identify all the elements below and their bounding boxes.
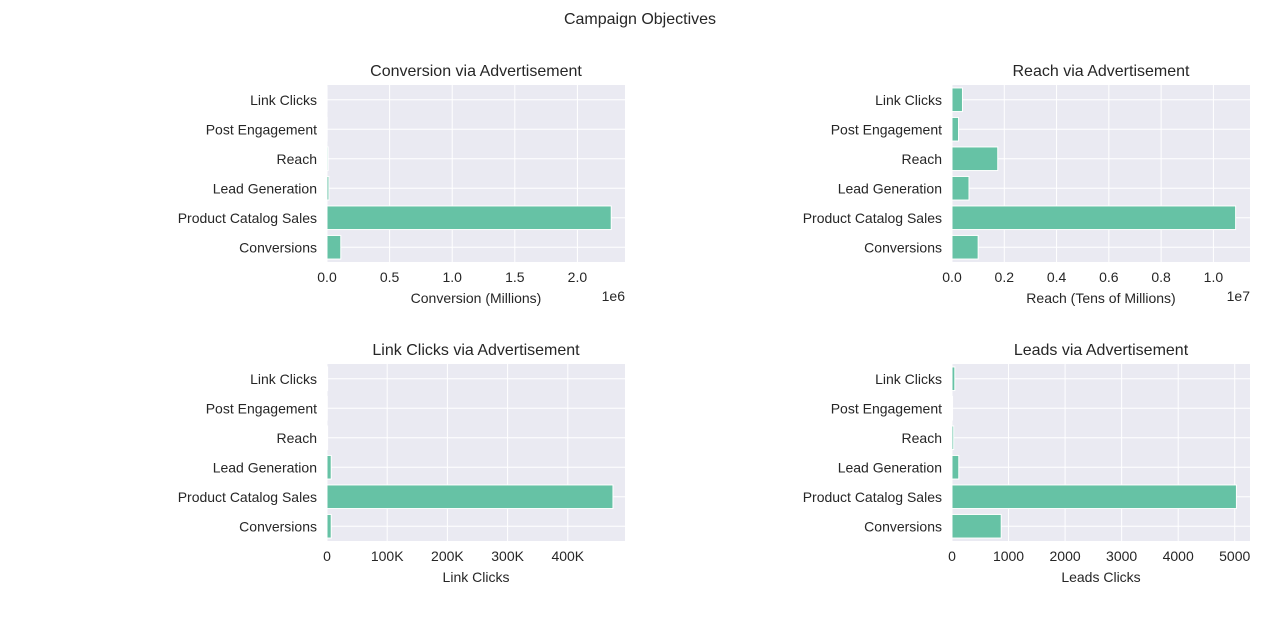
chart-4-bar: [951, 366, 956, 392]
chart-4-category-label: Conversions: [864, 518, 942, 534]
chart-4-xtick-label: 2000: [1050, 548, 1081, 564]
chart-3-xtick-label: 100K: [371, 548, 404, 564]
chart-1-bar: [326, 175, 330, 201]
chart-3-xtick-label: 400K: [551, 548, 584, 564]
chart-4-plot-area: [952, 364, 1250, 541]
chart-4-xlabel: Leads Clicks: [1061, 569, 1140, 585]
chart-1-bar: [326, 205, 612, 231]
chart-1-title: Conversion via Advertisement: [370, 63, 582, 80]
chart-2-bar: [951, 205, 1237, 231]
chart-3-plot-area: [327, 364, 625, 541]
chart-3-category-label: Link Clicks: [250, 371, 317, 387]
chart-1-category-label: Reach: [277, 151, 317, 167]
chart-2-category-label: Lead Generation: [838, 180, 942, 196]
chart-2-xtick-label: 0.0: [942, 269, 962, 285]
chart-3-category-label: Product Catalog Sales: [178, 489, 317, 505]
chart-3-bar: [326, 513, 332, 539]
chart-1-bar: [326, 234, 342, 260]
chart-1-category-label: Conversions: [239, 239, 317, 255]
chart-3-xlabel: Link Clicks: [443, 569, 510, 585]
chart-3-xtick-label: 0: [323, 548, 331, 564]
chart-4-xtick-label: 1000: [993, 548, 1024, 564]
chart-3-category-label: Reach: [277, 430, 317, 446]
chart-3-xtick-label: 200K: [431, 548, 464, 564]
chart-3-category-label: Lead Generation: [213, 459, 317, 475]
chart-4-category-label: Product Catalog Sales: [803, 489, 942, 505]
chart-4-bar: [951, 513, 1002, 539]
chart-1-category-label: Post Engagement: [206, 121, 317, 137]
chart-1-plot-area: [327, 85, 625, 262]
chart-1-xtick-label: 0.5: [380, 269, 400, 285]
chart-1-offset-text: 1e6: [602, 288, 626, 304]
chart-2-xtick-label: 1.0: [1204, 269, 1224, 285]
chart-4-category-label: Link Clicks: [875, 371, 942, 387]
chart-2-bar: [951, 116, 960, 142]
chart-2-xtick-label: 0.8: [1151, 269, 1171, 285]
chart-4-xtick-label: 4000: [1163, 548, 1194, 564]
chart-4-bar: [951, 484, 1237, 510]
chart-4-xtick-label: 0: [948, 548, 956, 564]
chart-1-category-label: Link Clicks: [250, 92, 317, 108]
chart-2-xtick-label: 0.2: [995, 269, 1015, 285]
chart-2-title: Reach via Advertisement: [1013, 63, 1191, 80]
figure-suptitle: Campaign Objectives: [564, 11, 716, 28]
chart-1-xtick-label: 1.5: [505, 269, 525, 285]
chart-3-bar: [326, 425, 329, 451]
chart-2-xtick-label: 0.6: [1099, 269, 1119, 285]
chart-3-bar: [326, 484, 614, 510]
chart-1-category-label: Product Catalog Sales: [178, 210, 317, 226]
chart-2-bar: [951, 175, 970, 201]
chart-4-category-label: Post Engagement: [831, 400, 942, 416]
chart-2-category-label: Reach: [902, 151, 942, 167]
chart-2-category-label: Product Catalog Sales: [803, 210, 942, 226]
chart-3-title: Link Clicks via Advertisement: [372, 342, 580, 359]
chart-4-xtick-label: 5000: [1219, 548, 1250, 564]
chart-4-xtick-label: 3000: [1106, 548, 1137, 564]
chart-2-category-label: Link Clicks: [875, 92, 942, 108]
chart-4-bar: [951, 454, 960, 480]
chart-3-xtick-label: 300K: [491, 548, 524, 564]
subplots: Link Clicks Post Engagement Reach Lead Gene…: [178, 63, 1251, 585]
chart-3-bar: [326, 454, 332, 480]
chart-2-category-label: Post Engagement: [831, 121, 942, 137]
chart-3: Link Clicks Post Engagement Reach Lead Gene…: [178, 342, 625, 585]
chart-4-bar: [951, 395, 954, 421]
chart-4: Link Clicks Post Engagement Reach Lead Gene…: [803, 342, 1251, 585]
chart-4-title: Leads via Advertisement: [1014, 342, 1189, 359]
chart-2-bar: [951, 234, 979, 260]
chart-3-category-label: Post Engagement: [206, 400, 317, 416]
chart-2-bar: [951, 87, 963, 113]
chart-2-plot-area: [952, 85, 1250, 262]
chart-2-category-label: Conversions: [864, 239, 942, 255]
chart-4-bar: [951, 425, 955, 451]
chart-1-xlabel: Conversion (Millions): [411, 290, 542, 306]
chart-3-category-label: Conversions: [239, 518, 317, 534]
chart-1-category-label: Lead Generation: [213, 180, 317, 196]
chart-1-bar: [326, 146, 329, 172]
chart-1-xtick-label: 1.0: [442, 269, 462, 285]
chart-2-bar: [951, 146, 999, 172]
chart-4-category-label: Reach: [902, 430, 942, 446]
chart-2-xtick-label: 0.4: [1047, 269, 1067, 285]
chart-1-xtick-label: 2.0: [568, 269, 588, 285]
chart-1: Link Clicks Post Engagement Reach Lead Gene…: [178, 63, 626, 306]
chart-2-offset-text: 1e7: [1227, 288, 1251, 304]
chart-1-xtick-label: 0.0: [317, 269, 337, 285]
chart-4-category-label: Lead Generation: [838, 459, 942, 475]
chart-2: Link Clicks Post Engagement Reach Lead Gene…: [803, 63, 1251, 306]
chart-3-bar: [326, 366, 329, 392]
chart-2-xlabel: Reach (Tens of Millions): [1026, 290, 1175, 306]
